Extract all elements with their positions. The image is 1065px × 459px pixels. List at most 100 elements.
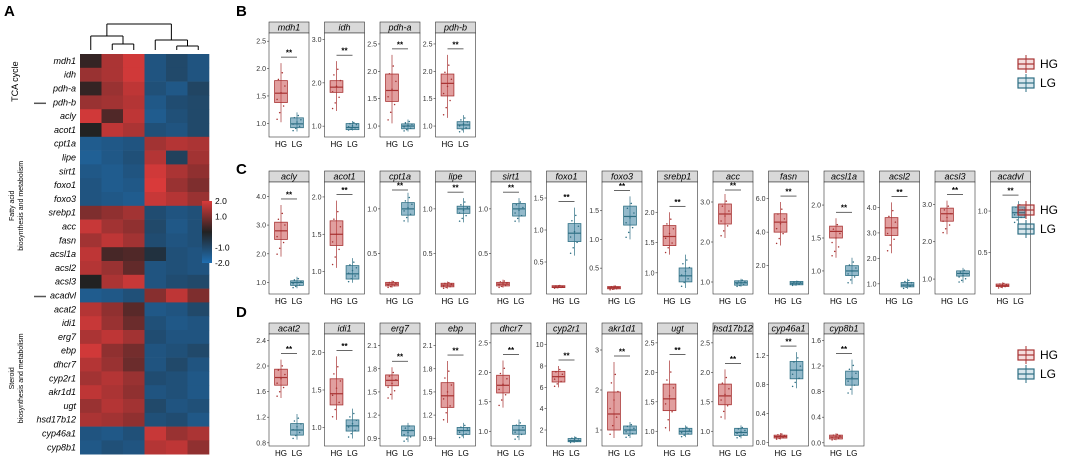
data-point — [778, 437, 780, 440]
heatmap-row-label: acot1 — [54, 125, 76, 135]
data-point — [836, 223, 839, 226]
y-tick-label: 1.0 — [256, 280, 266, 287]
significance-label: ** — [508, 184, 515, 193]
heatmap-cell — [80, 150, 102, 165]
data-point — [958, 281, 960, 283]
data-point — [783, 434, 786, 437]
data-point — [392, 65, 395, 67]
data-point — [1000, 286, 1002, 288]
x-tick-label: HG — [275, 140, 287, 149]
data-point — [351, 422, 354, 425]
heatmap-cell — [144, 95, 167, 110]
data-point — [448, 281, 450, 284]
legend-label: LG — [1040, 367, 1056, 381]
data-point — [1015, 206, 1017, 208]
y-tick-label: 1.5 — [645, 240, 655, 247]
y-tick-label: 1.6 — [811, 338, 821, 345]
heatmap-cell — [166, 288, 188, 303]
boxplot-erg7: erg7 2.1 1.8 1.5 1.2 0.9 HG LG ** — [367, 322, 421, 458]
data-point — [573, 230, 576, 233]
y-tick-label: 2.0 — [811, 203, 821, 210]
heatmap-row-label: foxo3 — [54, 194, 76, 204]
x-tick-label: LG — [514, 297, 525, 306]
data-point — [890, 227, 893, 229]
heatmap-group-label: TCA cycle — [10, 61, 20, 102]
gene-title: acsl1a — [831, 172, 857, 182]
x-tick-label: LG — [458, 449, 469, 458]
data-point — [609, 287, 611, 289]
data-point — [450, 283, 453, 285]
heatmap-cell — [80, 357, 102, 372]
heatmap-group-label: biosynthesis and metabolism — [18, 161, 25, 251]
y-tick-label: 2.0 — [256, 66, 266, 73]
data-point — [331, 241, 334, 243]
data-point — [779, 223, 782, 225]
heatmap-cell — [101, 109, 124, 124]
boxplot-srebp1: srebp1 2.0 1.5 1.0 HG LG ** — [645, 170, 698, 306]
box-hg — [773, 213, 788, 233]
y-tick-label: 2.0 — [867, 256, 877, 263]
heatmap-cell — [101, 274, 124, 289]
significance-label: ** — [563, 193, 570, 202]
data-point — [553, 378, 556, 380]
heatmap-cell — [123, 399, 145, 414]
y-tick-label: 2.0 — [367, 69, 377, 76]
data-point — [388, 281, 391, 284]
y-tick-label: 2.0 — [478, 370, 488, 377]
data-point — [741, 279, 744, 281]
data-point — [851, 376, 853, 378]
heatmap-cell — [101, 54, 124, 69]
data-point — [630, 202, 633, 205]
significance-label: ** — [452, 347, 459, 356]
heatmap-cell — [187, 95, 210, 110]
boxplot-acat2: acat2 2.4 2.0 1.6 1.2 0.8 HG LG ** — [256, 322, 310, 458]
data-point — [281, 365, 284, 367]
data-point — [333, 218, 335, 220]
data-point — [464, 424, 466, 427]
y-tick-label: 0.5 — [534, 260, 544, 267]
data-point — [559, 368, 561, 371]
heatmap-cell — [101, 67, 124, 82]
x-tick-label: LG — [847, 297, 858, 306]
y-tick-label: 1.5 — [700, 399, 710, 406]
heatmap-cell — [144, 150, 167, 165]
y-tick-label: 2.5 — [645, 340, 655, 347]
data-point — [959, 271, 962, 273]
heatmap-cell — [187, 109, 210, 124]
gene-title: cyp46a1 — [771, 324, 805, 334]
x-tick-label: HG — [386, 449, 398, 458]
heatmap-cell — [144, 123, 167, 138]
boxplot-cpt1a: cpt1a 1.0 0.5 HG LG ** — [367, 170, 421, 306]
boxplot-foxo1: foxo1 1.5 1.0 0.5 HG LG ** — [534, 170, 587, 306]
gene-title: foxo3 — [611, 172, 633, 182]
boxplot-panels: mdh1 2.5 2.0 1.5 1.0 HG LG ** idh 3.0 2.0 1.0 HG LG **… — [256, 21, 1031, 458]
boxplot-sirt1: sirt1 1.0 0.5 HG LG ** — [478, 170, 532, 306]
data-point — [442, 398, 445, 400]
y-tick-label: 1.2 — [756, 353, 766, 360]
heatmap-cell — [187, 399, 210, 414]
heatmap-row-label: acsl2 — [55, 263, 76, 273]
y-tick-label: 0.5 — [589, 266, 599, 273]
heatmap-row-label: acly — [60, 111, 77, 121]
data-point — [337, 68, 339, 71]
gene-title: acat2 — [278, 324, 300, 334]
heatmap-cell — [80, 371, 102, 386]
data-point — [848, 264, 851, 266]
significance-label: ** — [674, 346, 681, 355]
data-point — [515, 424, 518, 426]
y-tick-label: 1.5 — [312, 232, 322, 239]
data-point — [963, 269, 966, 272]
x-tick-label: HG — [275, 297, 287, 306]
heatmap-cell — [187, 274, 210, 289]
data-point — [835, 435, 837, 438]
heatmap-cell — [80, 316, 102, 331]
data-point — [297, 114, 300, 117]
heatmap-cell — [101, 399, 124, 414]
data-point — [388, 72, 391, 75]
y-tick-label: 2.0 — [312, 80, 322, 87]
plot-frame — [490, 181, 532, 295]
data-point — [349, 416, 351, 418]
heatmap-cell — [166, 261, 188, 276]
gene-title: pdh-b — [443, 23, 467, 33]
data-point — [354, 429, 356, 432]
